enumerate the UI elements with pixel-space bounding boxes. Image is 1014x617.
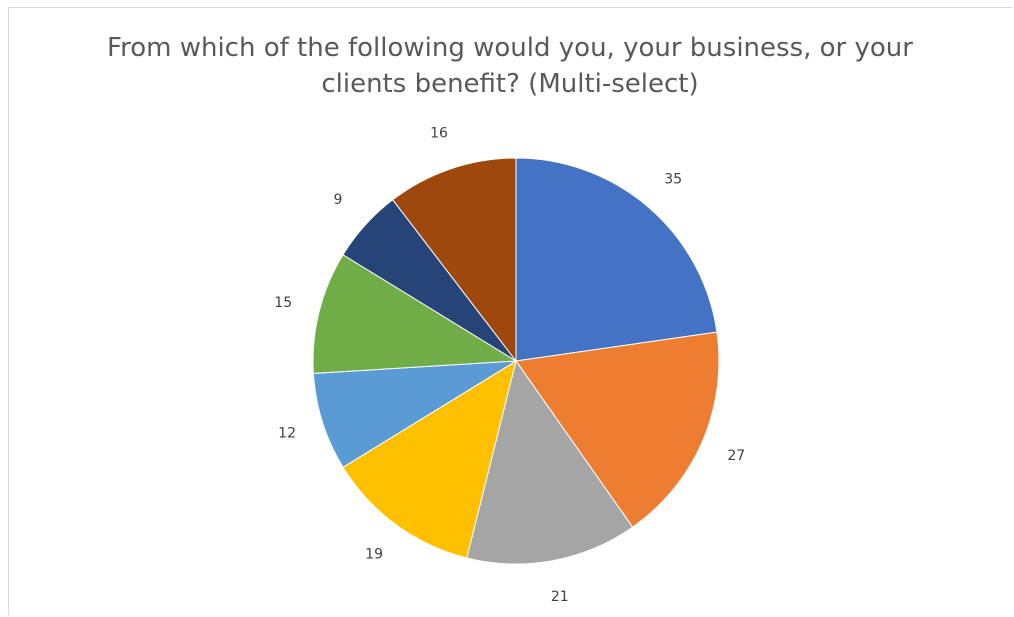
pie-slices [312,157,720,565]
data-label: 21 [551,589,569,605]
pie-data-labels: 35 27 21 19 12 15 9 16 [274,126,745,605]
data-label: 35 [664,172,682,188]
data-label: 27 [727,448,745,464]
pie-slice [515,157,718,362]
data-label: 15 [274,295,292,311]
pie-slice [312,360,517,468]
data-label: 9 [333,192,342,208]
data-label: 19 [365,547,383,563]
data-label: 12 [278,425,296,441]
chart-title: From which of the following would you, y… [107,33,913,99]
data-label: 16 [430,126,448,142]
pie-slice [342,359,517,559]
pie-slice [312,254,518,374]
pie-slice [466,359,634,565]
pie-slice [391,157,517,363]
pie-slice [515,331,720,528]
